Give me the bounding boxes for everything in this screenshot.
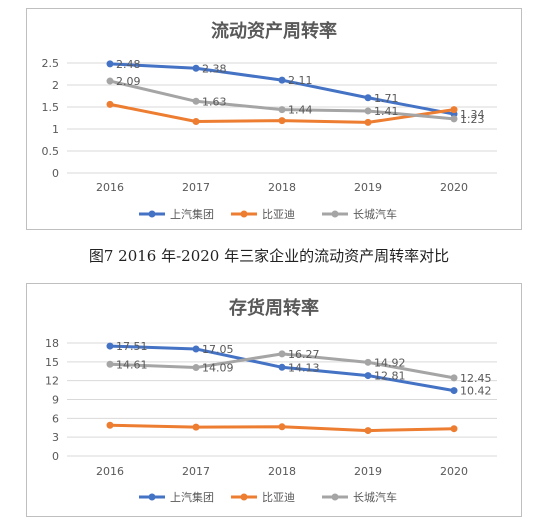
data-label: 16.27 [288, 348, 320, 361]
data-point [106, 100, 114, 108]
data-point [364, 118, 372, 126]
data-label: 2.48 [116, 58, 141, 71]
data-label: 1.63 [202, 95, 227, 108]
y-tick-label: 18 [45, 337, 59, 350]
data-point [106, 342, 114, 350]
figure-caption: 图7 2016 年-2020 年三家企业的流动资产周转率对比 [88, 247, 450, 265]
legend-marker [331, 210, 339, 218]
x-tick-label: 2016 [96, 465, 124, 478]
x-tick-label: 2017 [182, 465, 210, 478]
chart-inventory-turnover: 存货周转率 0 3 6 9 12 15 18 2016 2017 2018 2019 2020 17.51… [45, 297, 497, 504]
x-tick-label: 2016 [96, 181, 124, 194]
legend-label: 上汽集团 [170, 490, 214, 504]
data-point [450, 115, 458, 123]
data-label: 2.09 [116, 75, 141, 88]
y-tick-label: 0.5 [42, 145, 60, 158]
legend-marker [240, 210, 248, 218]
data-point [278, 350, 286, 358]
data-label: 1.41 [374, 105, 399, 118]
x-tick-label: 2020 [440, 181, 468, 194]
y-tick-label: 3 [52, 431, 59, 444]
data-label: 1.44 [288, 104, 313, 117]
x-tick-label: 2020 [440, 465, 468, 478]
data-point [450, 374, 458, 382]
chart-panel-inventory-turnover: 存货周转率 0 3 6 9 12 15 18 2016 2017 2018 2019 2020 17.51… [26, 283, 522, 517]
data-label: 14.92 [374, 356, 406, 369]
data-point [364, 427, 372, 435]
x-tick-label: 2017 [182, 181, 210, 194]
y-tick-label: 12 [45, 375, 59, 388]
data-point [192, 118, 200, 126]
data-label: 12.45 [460, 372, 492, 385]
data-point [278, 76, 286, 84]
data-label: 14.61 [116, 358, 148, 371]
legend-marker [240, 493, 248, 501]
legend-marker [148, 210, 156, 218]
data-point [278, 363, 286, 371]
y-tick-label: 1 [52, 123, 59, 136]
x-tick-label: 2019 [354, 465, 382, 478]
y-tick-label: 9 [52, 394, 59, 407]
y-tick-label: 0 [52, 450, 59, 463]
y-tick-label: 6 [52, 412, 59, 425]
chart-panel-current-asset-turnover: 流动资产周转率 0 0.5 1 1.5 2 2.5 2016 2017 2018 2019 2020 2… [26, 8, 522, 230]
data-point [192, 97, 200, 105]
data-label: 10.42 [460, 385, 492, 398]
x-tick-label: 2018 [268, 465, 296, 478]
data-point [192, 64, 200, 72]
data-point [364, 372, 372, 380]
data-point [278, 117, 286, 125]
y-tick-label: 0 [52, 167, 59, 180]
x-tick-label: 2018 [268, 181, 296, 194]
data-point [450, 106, 458, 114]
data-point [450, 425, 458, 433]
y-tick-label: 15 [45, 356, 59, 369]
data-label: 2.11 [288, 74, 313, 87]
data-label: 17.05 [202, 343, 234, 356]
legend-marker [331, 493, 339, 501]
data-point [106, 421, 114, 429]
data-point [364, 107, 372, 115]
data-label: 12.81 [374, 370, 406, 383]
data-point [278, 423, 286, 431]
legend-label: 上汽集团 [170, 207, 214, 221]
legend-marker [148, 493, 156, 501]
data-point [278, 106, 286, 114]
data-label: 1.34 [460, 108, 485, 121]
chart-title: 存货周转率 [229, 297, 319, 319]
data-label: 1.23 [460, 113, 485, 126]
data-label: 1.71 [374, 92, 399, 105]
data-point [192, 364, 200, 372]
data-label: 2.38 [202, 62, 227, 75]
data-point [192, 345, 200, 353]
data-point [364, 94, 372, 102]
legend-label: 比亚迪 [262, 491, 295, 504]
data-point [192, 423, 200, 431]
data-point [450, 387, 458, 395]
data-label: 17.51 [116, 340, 148, 353]
y-tick-label: 1.5 [42, 101, 60, 114]
data-point [364, 358, 372, 366]
y-tick-label: 2 [52, 79, 59, 92]
chart-title: 流动资产周转率 [211, 20, 337, 42]
legend-label: 长城汽车 [353, 207, 397, 221]
chart-current-asset-turnover: 流动资产周转率 0 0.5 1 1.5 2 2.5 2016 2017 2018 2019 2020 2… [42, 20, 497, 221]
data-label: 14.13 [288, 361, 320, 374]
data-point [106, 60, 114, 68]
y-tick-label: 2.5 [42, 57, 60, 70]
data-point [106, 77, 114, 85]
legend-label: 比亚迪 [262, 208, 295, 221]
legend-label: 长城汽车 [353, 490, 397, 504]
x-tick-label: 2019 [354, 181, 382, 194]
data-point [106, 360, 114, 368]
data-label: 14.09 [202, 362, 234, 375]
